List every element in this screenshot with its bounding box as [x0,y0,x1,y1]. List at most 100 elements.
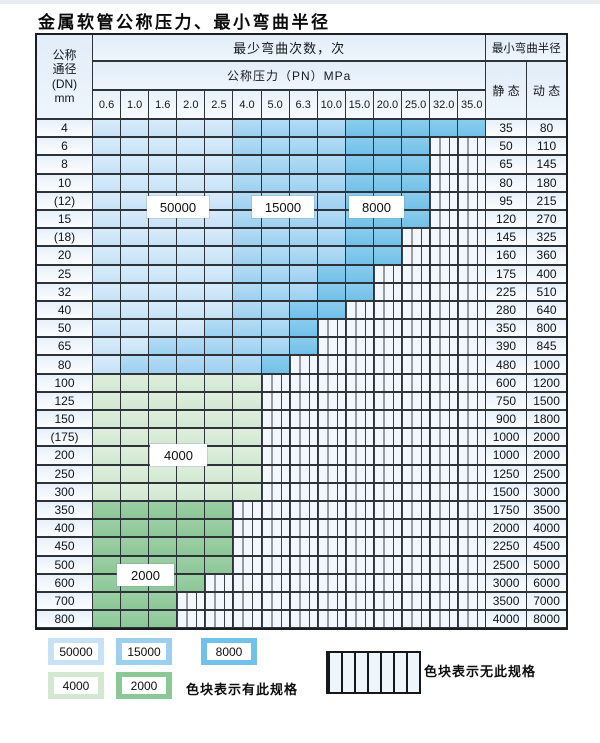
dynamic-radius-value: 3500 [526,501,567,519]
static-radius-value: 2000 [486,520,526,537]
spec-cell-unavailable [345,556,373,573]
spec-cell-available [317,120,345,137]
legend-swatch-label: 50000 [54,643,98,660]
dynamic-radius-value: 360 [526,247,567,264]
spec-cell-available [289,229,317,246]
spec-cell-available [93,210,121,228]
spec-cell-unavailable [430,265,458,282]
static-column-header: 静 态 [486,62,526,118]
spec-cell-available [373,156,402,173]
dn-cell: 8 [37,156,92,173]
spec-cell-unavailable [373,429,402,446]
static-radius-value: 1750 [486,501,526,519]
spec-cell-available [289,156,317,173]
spec-cell-available [149,301,177,319]
spec-cell-available [289,283,317,300]
spec-cell-available [121,138,149,155]
spec-cell-available [233,320,261,337]
spec-cell-available [177,120,205,137]
dn-cell: (18) [37,229,92,246]
legend-note-unavailable: 色块表示无此规格 [424,664,537,679]
spec-cell-unavailable [430,538,458,555]
static-radius-value: 390 [486,338,526,355]
spec-cell-available [149,283,177,300]
spec-cell-available [289,338,317,355]
spec-cell-unavailable [345,592,373,610]
spec-cell-available [177,538,205,555]
dn-cell: 65 [37,338,92,355]
dn-cell: 800 [37,611,92,628]
spec-cell-unavailable [261,392,289,409]
spec-cell-unavailable [402,411,430,428]
dn-cell: 350 [37,501,92,519]
spec-cell-unavailable [373,265,402,282]
spec-cell-unavailable [289,447,317,464]
spec-cell-available [121,247,149,264]
pressure-col-header: 1.6 [149,91,177,118]
dn-cell: 250 [37,465,92,482]
spec-cell-unavailable [458,592,486,610]
spec-cell-available [149,429,177,446]
spec-cell-unavailable [205,592,233,610]
dn-cell: 600 [37,574,92,591]
spec-cell-available [149,265,177,282]
spec-cell-unavailable [430,611,458,628]
spec-cell-unavailable [373,338,402,355]
spec-cell-available [205,265,233,282]
spec-cell-available [289,320,317,337]
spec-cell-unavailable [345,501,373,519]
spec-cell-unavailable [289,483,317,500]
dynamic-radius-value: 145 [526,156,567,173]
spec-cell-unavailable [177,592,205,610]
spec-cell-available [402,192,430,209]
spec-cell-available [121,283,149,300]
spec-cell-unavailable [430,447,458,464]
spec-cell-available [177,301,205,319]
spec-cell-available [233,174,261,191]
spec-cell-unavailable [458,611,486,628]
spec-cell-unavailable [233,592,261,610]
spec-cell-unavailable [261,592,289,610]
spec-cell-unavailable [373,483,402,500]
spec-cell-available [177,429,205,446]
nominal-pressure-header: 公称压力（PN）MPa [93,62,486,89]
spec-cell-unavailable [373,374,402,391]
spec-cell-available [205,447,233,464]
spec-cell-available [233,483,261,500]
pressure-col-header: 10.0 [317,91,345,118]
spec-cell-available [121,411,149,428]
spec-cell-unavailable [458,156,486,173]
spec-cell-available [261,174,289,191]
spec-cell-unavailable [261,411,289,428]
spec-cell-available [121,538,149,555]
spec-cell-unavailable [402,356,430,373]
spec-cell-unavailable [261,520,289,537]
dynamic-radius-value: 640 [526,301,567,319]
spec-cell-available [233,411,261,428]
spec-cell-unavailable [289,501,317,519]
static-radius-value: 175 [486,265,526,282]
dynamic-radius-value: 1500 [526,392,567,409]
spec-cell-unavailable [233,501,261,519]
spec-cell-unavailable [233,611,261,628]
dn-cell: 25 [37,265,92,282]
spec-cell-unavailable [458,374,486,391]
spec-cell-unavailable [430,210,458,228]
spec-cell-unavailable [458,247,486,264]
spec-cell-unavailable [402,283,430,300]
spec-cell-available [261,265,289,282]
spec-cell-unavailable [458,356,486,373]
static-radius-value: 1000 [486,429,526,446]
spec-cell-available [402,156,430,173]
spec-cell-available [149,229,177,246]
spec-cell-available [177,283,205,300]
spec-cell-available [93,356,121,373]
spec-cell-unavailable [402,374,430,391]
spec-cell-available [121,611,149,628]
spec-cell-available [93,120,121,137]
spec-cell-unavailable [458,501,486,519]
spec-cell-unavailable [261,574,289,591]
spec-cell-available [205,465,233,482]
spec-cell-unavailable [233,538,261,555]
